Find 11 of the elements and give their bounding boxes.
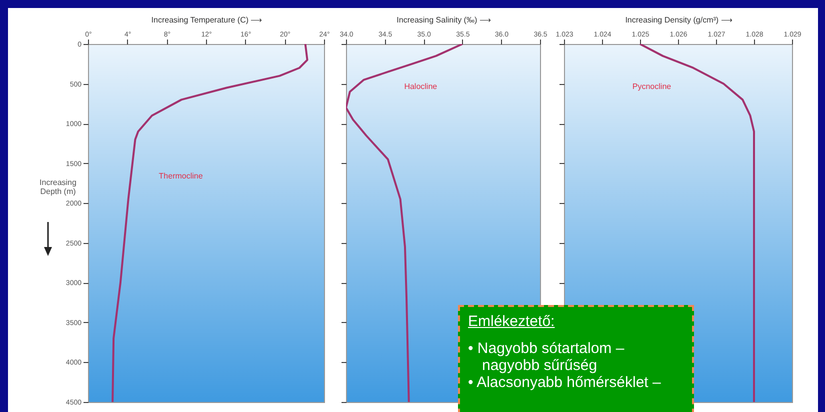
annotation: • Nagyobb sótartalom – nagyobb sűrűség (468, 340, 626, 374)
annotation: Pycnocline (632, 82, 672, 91)
x-axis-title: Increasing Temperature (C) ⟶ (151, 16, 263, 24)
annotation: Thermocline (158, 171, 204, 180)
annotation: Halocline (404, 82, 438, 91)
y-axis-title: Increasing Depth (m) (38, 178, 78, 196)
text: Emlékeztető: (468, 313, 556, 330)
line-series (112, 44, 308, 402)
x-axis-title: Increasing Density (g/cm³) ⟶ (625, 16, 733, 24)
x-axis-title: Increasing Salinity (‰) ⟶ (396, 16, 492, 24)
annotation: • Alacsonyabb hőmérséklet – (468, 374, 662, 391)
